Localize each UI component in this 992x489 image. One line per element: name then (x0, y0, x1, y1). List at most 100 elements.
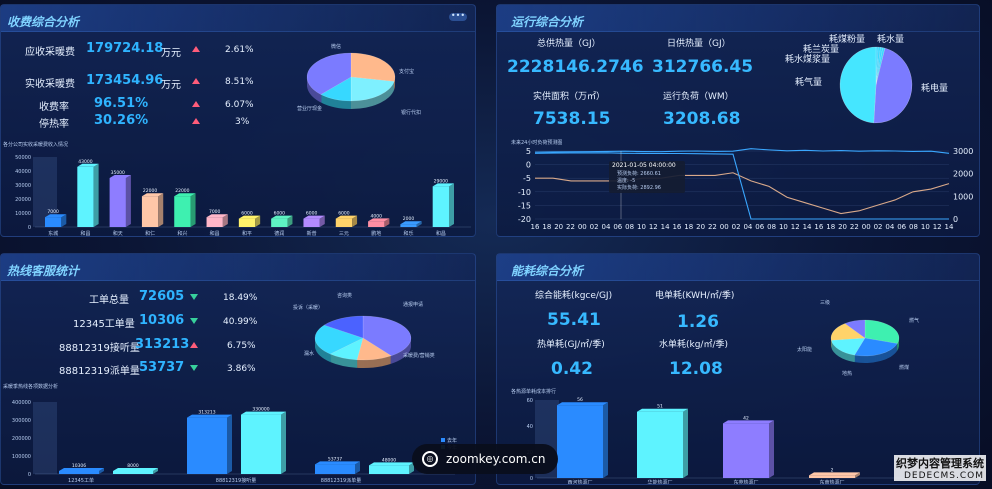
x-tick-label: 02 (590, 223, 599, 231)
stop-rate-label: 停热率 (39, 119, 69, 130)
stat-label: 运行负荷（WM） (663, 92, 734, 102)
pie-slice (873, 47, 913, 124)
bar (187, 417, 227, 474)
x-tick-label: 18 (684, 223, 693, 231)
tooltip-line: 实际负荷: 2892.96 (617, 185, 661, 191)
x-tick-label: 和乐 (404, 230, 414, 237)
corner-line2: DEDECMS.COM (894, 471, 986, 481)
hotline-row-label: 工单总量 (89, 295, 129, 306)
stat-label: 综合能耗(kgce/GJ) (535, 291, 613, 301)
pie-slice (329, 337, 364, 361)
x-tick-label: 东苑热源厂 (733, 479, 758, 485)
x-tick-label: 和兴 (177, 230, 187, 237)
x-tick-label: 00 (720, 223, 729, 231)
bar-top (400, 221, 422, 225)
more-menu-button[interactable]: ••• (449, 11, 467, 21)
pie-slice (875, 46, 879, 86)
pie-slice (350, 76, 395, 102)
bar-side (222, 214, 228, 227)
pie-label: 耗煤粉量 (829, 35, 866, 45)
bar-data-label: 53737 (328, 456, 342, 462)
trend-down-icon (190, 318, 198, 324)
x-tick-label: 02 (732, 223, 741, 231)
received-value: 173454.96 (86, 73, 164, 88)
panel-title: 运行综合分析 (511, 15, 584, 29)
bar-side (855, 472, 860, 478)
pie-label: 咨询类 (337, 293, 353, 299)
bar-data-label: 51 (657, 404, 663, 410)
x-tick-label: 西河热源厂 (567, 479, 592, 485)
area-value: 7538.15 (533, 109, 611, 129)
pie-slice (830, 323, 866, 341)
x-tick-label: 16 (531, 223, 540, 231)
bar-data-label: 4000 (371, 213, 383, 219)
hotline-row-value: 313213 (135, 337, 190, 352)
bar (206, 217, 223, 227)
trend-up-icon (192, 46, 200, 52)
x-tick-label: 和天 (113, 230, 123, 237)
bar-top (238, 215, 261, 219)
pie-label: 通报申请 (403, 302, 424, 308)
pie-slice (875, 47, 886, 86)
bar-data-label: 7000 (209, 209, 221, 215)
pie-label: 支付宝 (399, 69, 415, 75)
y-axis-band (33, 402, 57, 474)
bar (141, 196, 159, 227)
bar-data-label: 10306 (72, 463, 86, 469)
bar-data-label: 43000 (78, 159, 92, 165)
pie-label: 燃煤 (899, 365, 910, 371)
bar-data-label: 29000 (434, 178, 448, 184)
x-tick-label: 12 (791, 223, 800, 231)
y-tick-label: 40000 (15, 169, 31, 175)
globe-icon: ◎ (422, 451, 438, 467)
stat-label: 水单耗(kg/㎡/季) (659, 340, 729, 350)
bar (432, 186, 449, 227)
y-tick-label: 0 (28, 225, 31, 231)
operation-panel: 运行综合分析 总供热量（GJ） 2228146.2746 日供热量（GJ） 31… (496, 4, 980, 237)
collection-rate-label: 收费率 (39, 102, 69, 113)
series-line (534, 148, 950, 154)
bar-data-label: 56 (577, 397, 583, 403)
bar-data-label: 6000 (338, 211, 350, 217)
bar-side (449, 183, 454, 227)
pie-slice (314, 324, 364, 355)
y2-tick-label: 2000 (953, 170, 973, 179)
bar (238, 218, 256, 227)
x-tick-label: 10 (921, 223, 930, 231)
bar-side (683, 408, 688, 478)
bar-top (109, 175, 131, 178)
pie-label: 银行代扣 (401, 110, 422, 116)
pie-label: 投诉（采暖） (293, 305, 324, 311)
x-tick-label: 02 (874, 223, 883, 231)
pie-label: 耗水煤浆量 (785, 55, 831, 65)
bar (557, 405, 603, 478)
ticket-type-pie-chart (314, 315, 412, 368)
pie-label: 耗兰炭量 (803, 45, 840, 55)
energy-stat-value: 0.42 (551, 359, 593, 379)
bar (113, 471, 153, 474)
bar-top (369, 462, 414, 466)
x-tick-label: 和昌 (436, 230, 446, 237)
bar-data-label: 2 (831, 467, 834, 473)
x-tick-label: 新普 (307, 230, 317, 237)
hotline-row-label: 12345工单量 (73, 319, 135, 330)
pie-label: 采暖费/营销类 (403, 353, 435, 359)
bar-side (158, 193, 164, 227)
x-tick-label: 20 (696, 223, 705, 231)
hotline-row-pct: 6.75% (227, 341, 256, 351)
daily-heat-value: 312766.45 (652, 57, 754, 77)
bar (809, 475, 855, 478)
receivable-unit: 万元 (161, 48, 181, 59)
bar-top (174, 193, 196, 197)
stat-label: 热单耗(GJ/㎡/季) (537, 340, 605, 350)
bar-top (141, 193, 164, 197)
bar-side (352, 215, 358, 227)
bar-top (77, 163, 99, 167)
x-tick-label: 88812319接听量 (216, 477, 256, 484)
bar (241, 414, 281, 474)
pie-label: 耗水量 (877, 35, 905, 45)
x-tick-label: 22 (708, 223, 717, 231)
y-tick-label: -15 (518, 201, 531, 210)
y-tick-label: -5 (523, 174, 531, 183)
